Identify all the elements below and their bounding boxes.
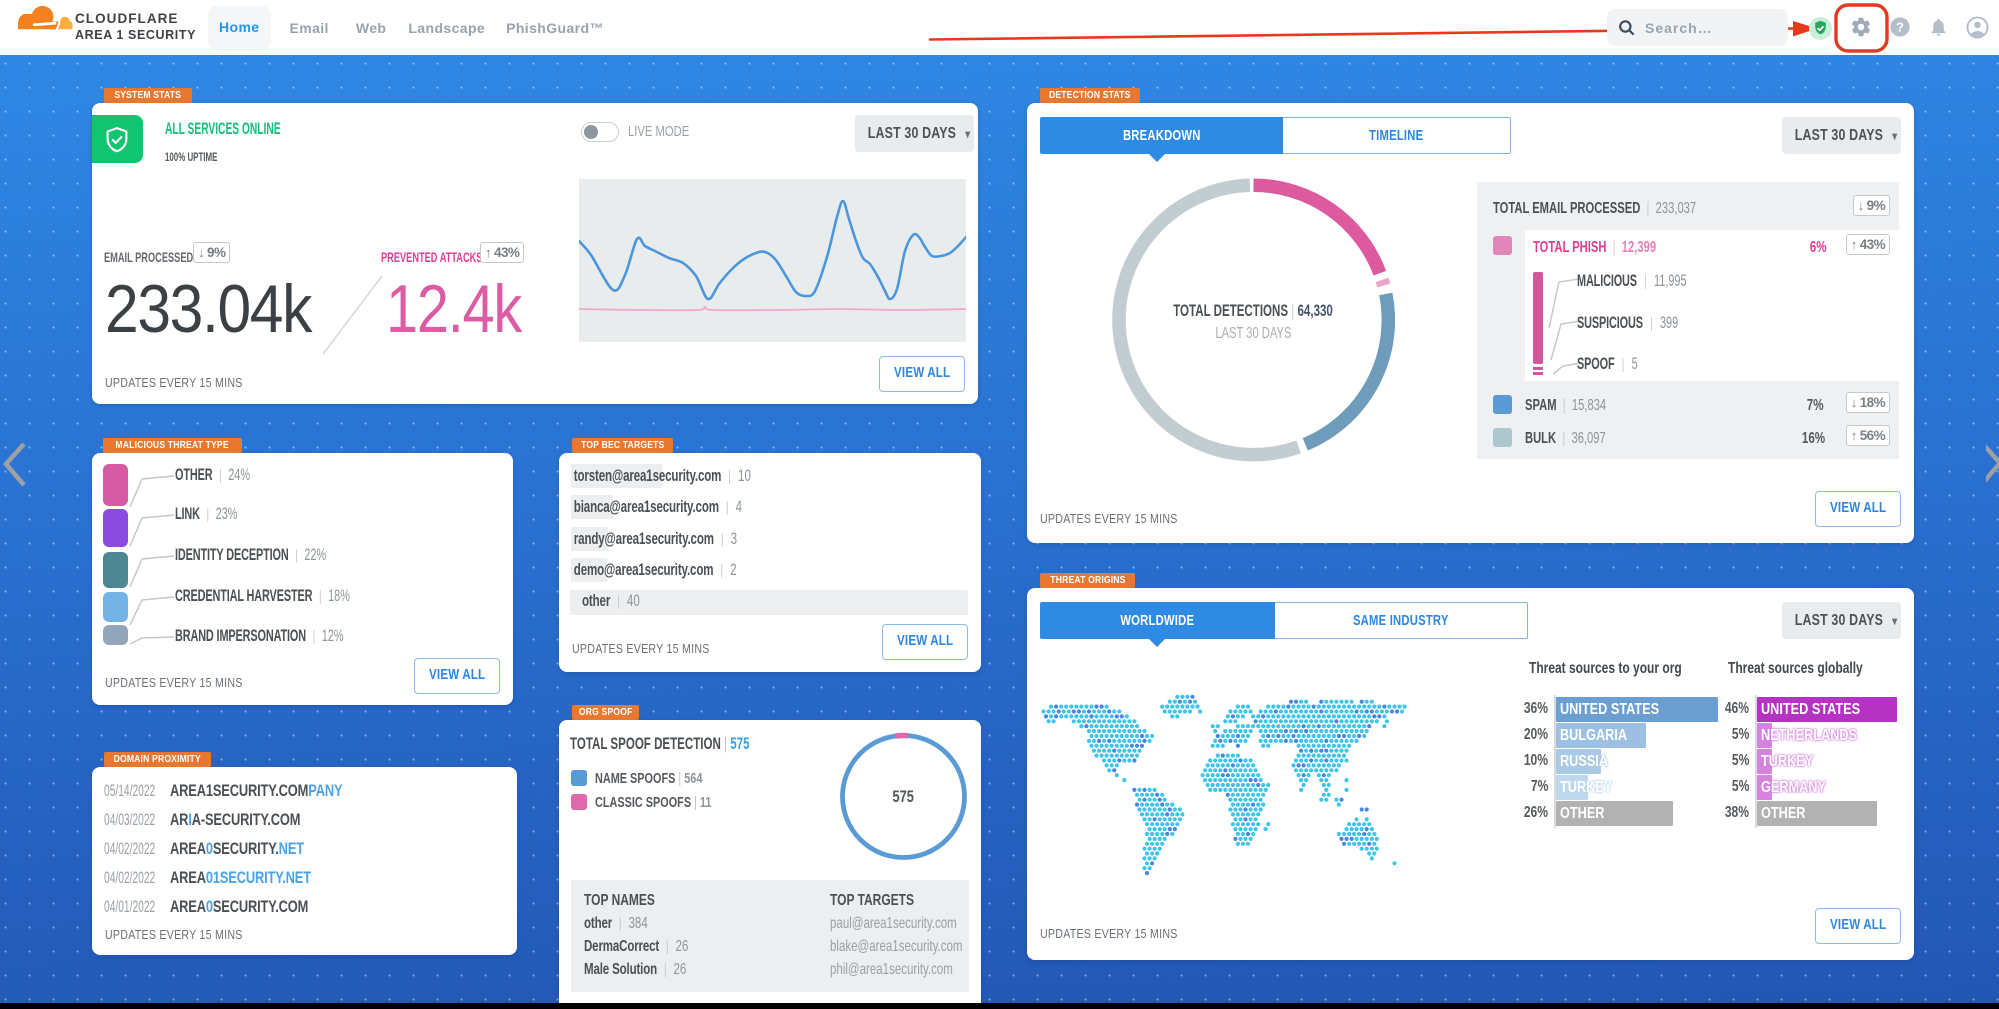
svg-text:?: ? [1896,19,1904,34]
